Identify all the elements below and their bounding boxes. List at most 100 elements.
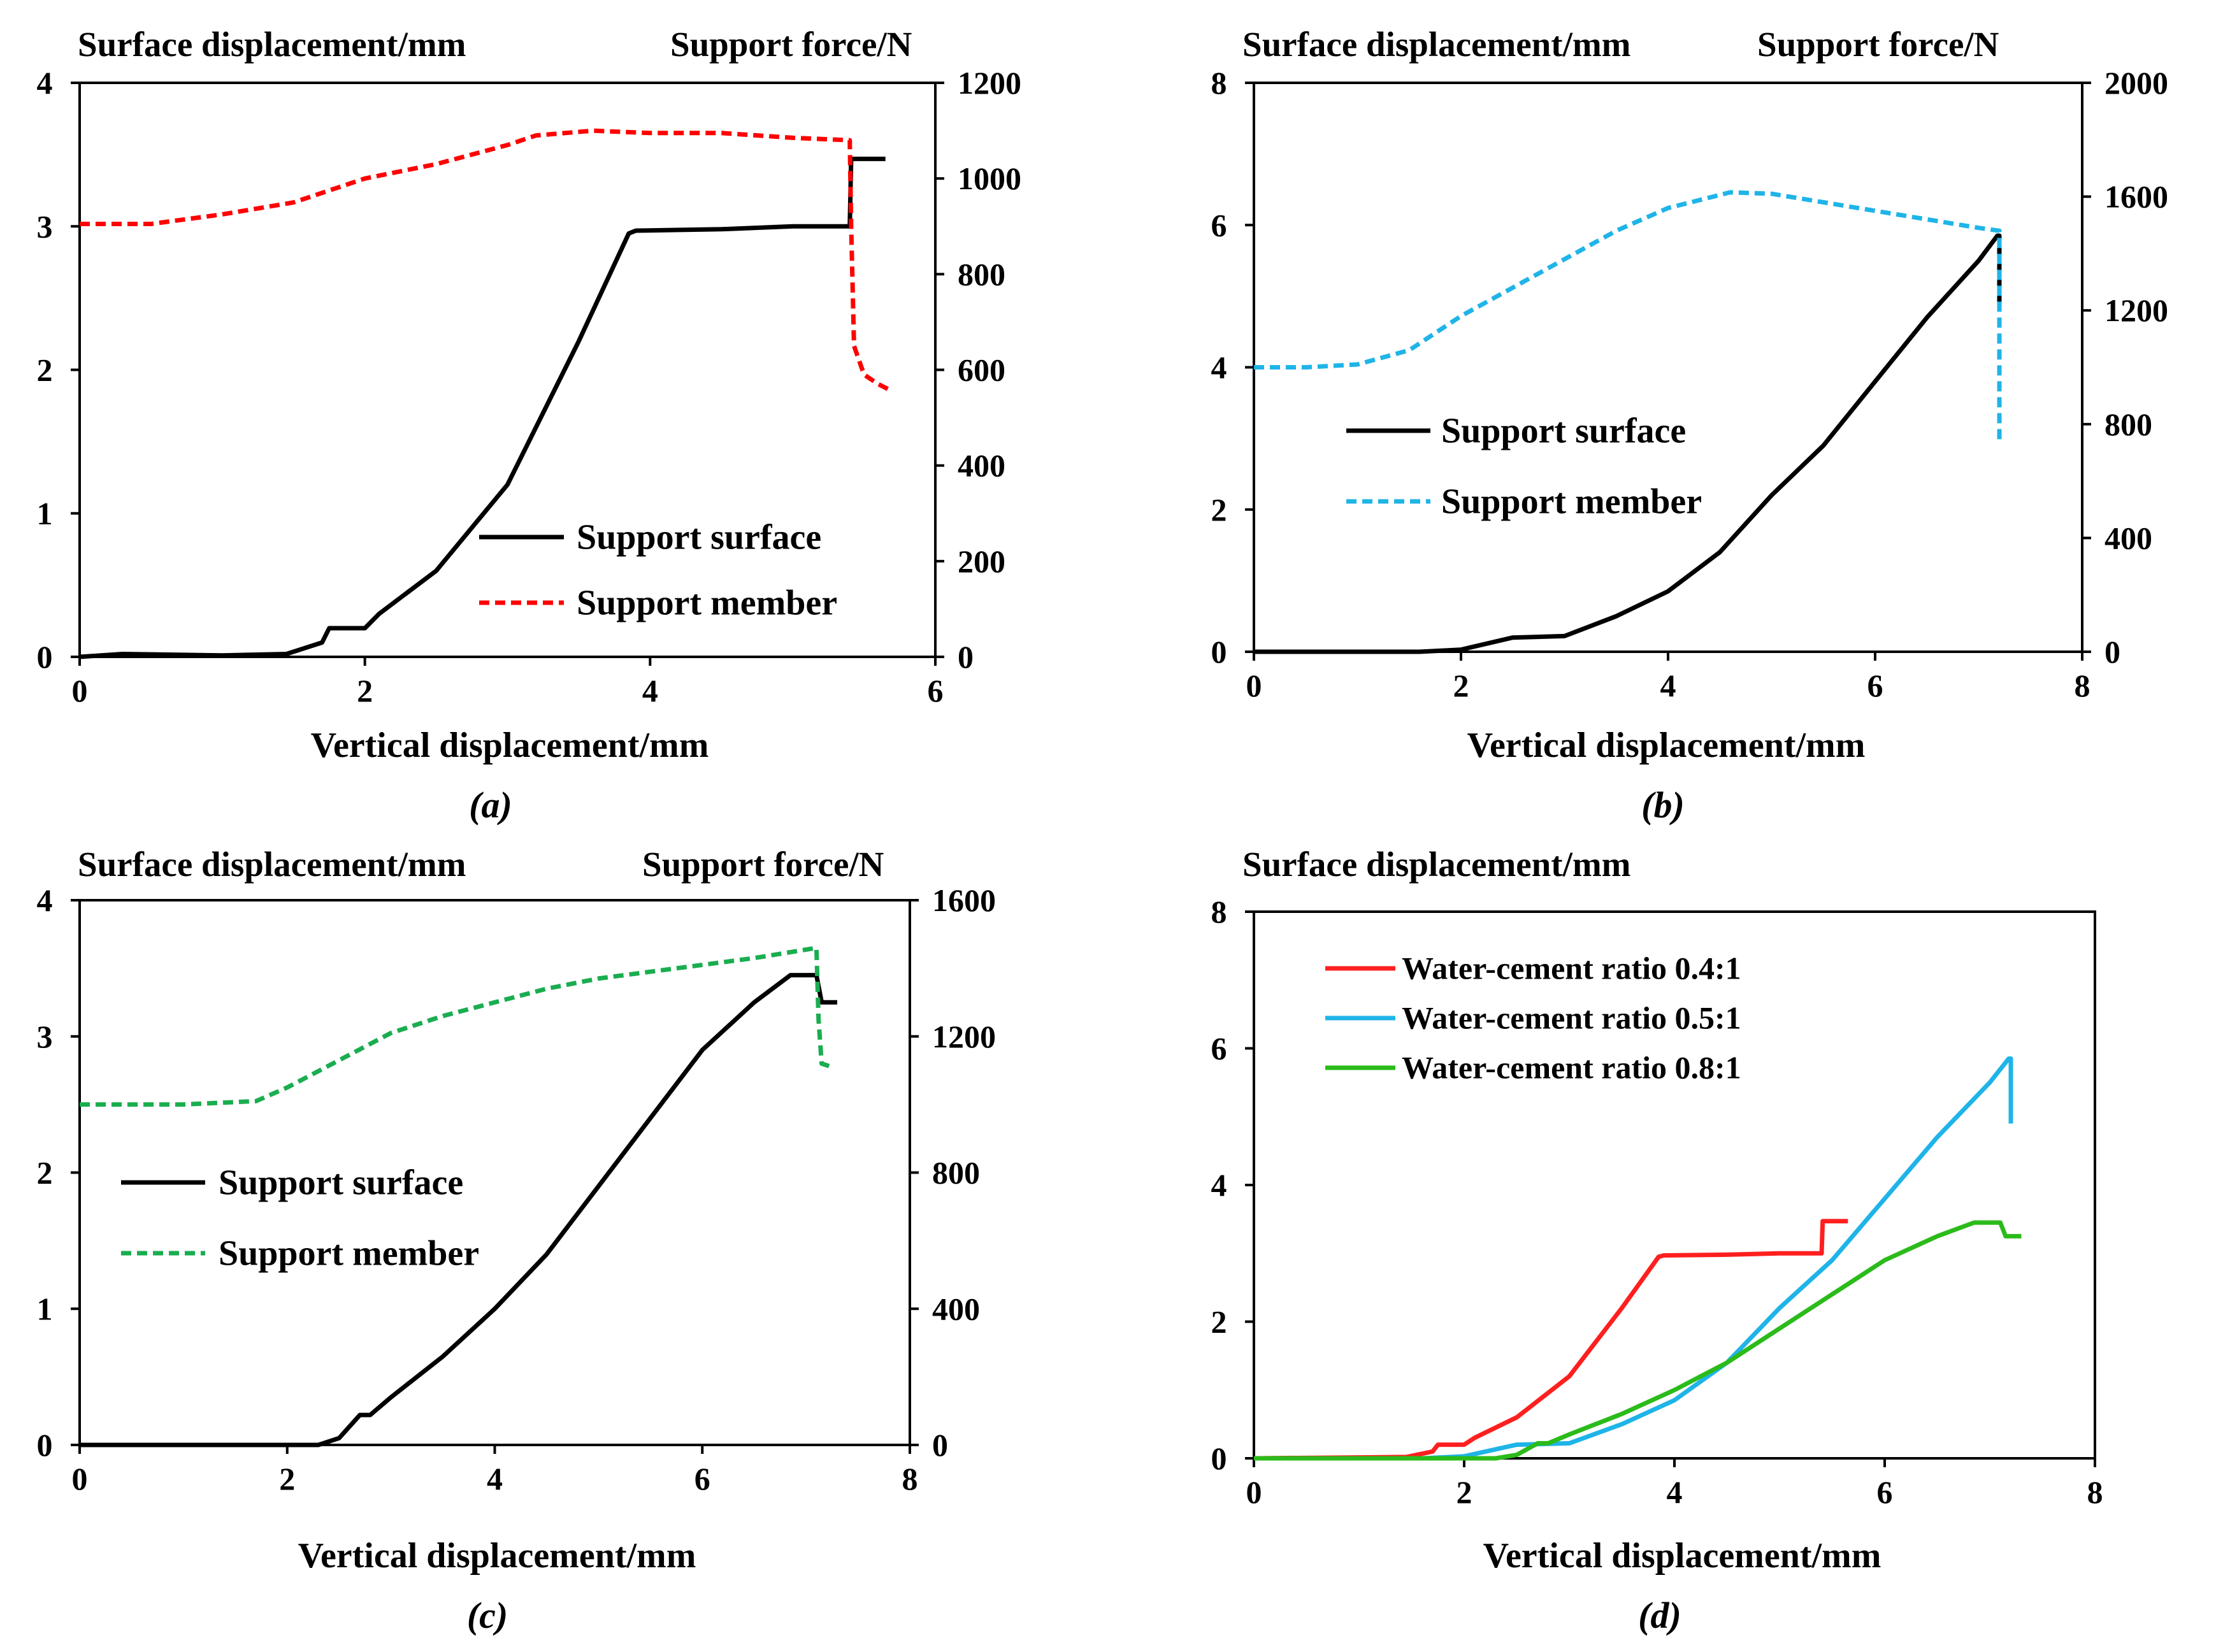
x-tick-label: 4 bbox=[642, 673, 658, 708]
y-right-axis-title: Support force/N bbox=[1757, 25, 1999, 64]
y-right-tick-label: 1000 bbox=[958, 161, 1021, 196]
x-tick-label: 6 bbox=[1877, 1474, 1893, 1510]
y-left-tick-label: 2 bbox=[37, 1155, 53, 1191]
legend: Support surface Support member bbox=[479, 517, 837, 622]
y-right-tick-label: 1200 bbox=[958, 65, 1021, 101]
y-left-tick-label: 6 bbox=[1211, 1031, 1227, 1067]
x-tick-label: 4 bbox=[1660, 668, 1676, 703]
x-tick-label: 6 bbox=[928, 673, 944, 708]
legend-label: Support member bbox=[1441, 482, 1702, 521]
y-right-tick-label: 800 bbox=[932, 1155, 980, 1191]
y-right-tick-label: 1600 bbox=[932, 882, 996, 918]
y-left-tick-label: 6 bbox=[1211, 207, 1227, 243]
x-tick-label: 2 bbox=[1453, 668, 1469, 703]
y-left-tick-label: 0 bbox=[37, 639, 53, 675]
plot-frame bbox=[1253, 82, 2083, 653]
series-line-water-cement-ratio-0-8-1 bbox=[1254, 1220, 2022, 1461]
x-tick-label: 8 bbox=[2087, 1474, 2103, 1510]
legend-label: Water-cement ratio 0.5:1 bbox=[1402, 1000, 1741, 1036]
series-line-support-member bbox=[1254, 190, 2002, 445]
legend-label: Water-cement ratio 0.8:1 bbox=[1402, 1050, 1741, 1086]
x-tick-label: 2 bbox=[279, 1461, 295, 1497]
series-line-water-cement-ratio-0-4-1 bbox=[1253, 1219, 1848, 1461]
panel-d: 0 2 4 6 8 0 2 4 6 8 Surface displacement/mm Vertica… bbox=[1211, 845, 2103, 1636]
y-left-tick-label: 0 bbox=[1211, 634, 1227, 670]
y-right-tick-label: 0 bbox=[958, 639, 974, 675]
x-tick-label: 2 bbox=[1457, 1474, 1472, 1510]
y-right-tick-label: 0 bbox=[932, 1427, 948, 1463]
x-tick-label: 0 bbox=[1246, 668, 1262, 703]
y-right-tick-label: 800 bbox=[958, 256, 1005, 292]
x-tick-label: 6 bbox=[1867, 668, 1883, 703]
legend-label: Support surface bbox=[1441, 411, 1686, 450]
series-line-support-surface bbox=[80, 973, 837, 1447]
legend-label: Water-cement ratio 0.4:1 bbox=[1402, 951, 1741, 986]
y-right-tick-label: 400 bbox=[958, 448, 1005, 484]
panel-caption: (d) bbox=[1638, 1595, 1681, 1636]
x-tick-label: 8 bbox=[902, 1461, 918, 1497]
x-tick-label: 0 bbox=[72, 673, 88, 708]
y-left-axis-title: Surface displacement/mm bbox=[78, 25, 466, 64]
y-left-tick-label: 4 bbox=[1211, 1167, 1227, 1203]
y-right-tick-label: 1200 bbox=[932, 1019, 996, 1054]
series-line-water-cement-ratio-0-5-1 bbox=[1254, 1056, 2013, 1461]
legend-label: Support member bbox=[577, 583, 837, 622]
y-left-tick-label: 2 bbox=[1211, 492, 1227, 528]
plot-frame bbox=[78, 899, 911, 1446]
y-left-tick-label: 8 bbox=[1211, 65, 1227, 101]
x-tick-label: 0 bbox=[1246, 1474, 1262, 1510]
series-line-support-member bbox=[80, 945, 833, 1107]
y-right-axis-title: Support force/N bbox=[670, 25, 912, 64]
x-axis-title: Vertical displacement/mm bbox=[298, 1536, 696, 1576]
x-axis-title: Vertical displacement/mm bbox=[311, 726, 709, 765]
y-left-tick-label: 3 bbox=[37, 208, 53, 244]
y-left-axis-title: Surface displacement/mm bbox=[1242, 845, 1631, 884]
x-tick-label: 4 bbox=[1667, 1474, 1683, 1510]
y-right-tick-label: 200 bbox=[958, 543, 1005, 579]
y-left-tick-label: 2 bbox=[1211, 1304, 1227, 1340]
x-tick-label: 8 bbox=[2075, 668, 2090, 703]
y-left-tick-label: 1 bbox=[37, 496, 53, 531]
panel-caption: (b) bbox=[1641, 784, 1685, 826]
y-left-axis-title: Surface displacement/mm bbox=[1242, 25, 1631, 64]
plot-frame bbox=[1253, 910, 2096, 1460]
y-left-tick-label: 4 bbox=[37, 882, 53, 918]
x-tick-label: 6 bbox=[694, 1461, 710, 1497]
x-axis-title: Vertical displacement/mm bbox=[1467, 726, 1866, 765]
y-right-tick-label: 400 bbox=[932, 1291, 980, 1326]
legend: Support surface Support member bbox=[1346, 411, 1702, 521]
x-tick-label: 0 bbox=[72, 1461, 88, 1497]
series-line-support-member bbox=[80, 128, 894, 394]
panel-caption: (a) bbox=[469, 784, 512, 826]
x-tick-label: 2 bbox=[357, 673, 373, 708]
legend-label: Support surface bbox=[577, 517, 821, 557]
legend-label: Support member bbox=[219, 1233, 479, 1273]
plot-frame bbox=[78, 82, 937, 658]
series-line-support-surface bbox=[1254, 233, 2002, 654]
y-left-axis-title: Surface displacement/mm bbox=[78, 845, 466, 884]
y-left-tick-label: 3 bbox=[37, 1019, 53, 1054]
y-left-tick-label: 2 bbox=[37, 352, 53, 388]
y-left-tick-label: 0 bbox=[37, 1427, 53, 1463]
y-right-tick-label: 800 bbox=[2104, 406, 2152, 442]
series-line-support-surface bbox=[79, 156, 886, 659]
y-right-tick-label: 2000 bbox=[2104, 65, 2168, 101]
y-right-tick-label: 1600 bbox=[2104, 179, 2168, 215]
y-right-tick-label: 0 bbox=[2104, 634, 2120, 670]
y-left-tick-label: 4 bbox=[37, 65, 53, 101]
y-right-tick-label: 600 bbox=[958, 352, 1005, 388]
y-left-tick-label: 0 bbox=[1211, 1440, 1227, 1476]
legend: Water-cement ratio 0.4:1 Water-cement rat… bbox=[1325, 951, 1741, 1086]
y-left-tick-label: 8 bbox=[1211, 894, 1227, 930]
x-tick-label: 4 bbox=[487, 1461, 503, 1497]
y-right-axis-title: Support force/N bbox=[642, 845, 884, 884]
x-axis-title: Vertical displacement/mm bbox=[1483, 1536, 1881, 1576]
y-left-tick-label: 4 bbox=[1211, 350, 1227, 385]
panel-caption: (c) bbox=[467, 1595, 508, 1636]
legend: Support surface Support member bbox=[121, 1163, 479, 1273]
y-right-tick-label: 1200 bbox=[2104, 292, 2168, 328]
